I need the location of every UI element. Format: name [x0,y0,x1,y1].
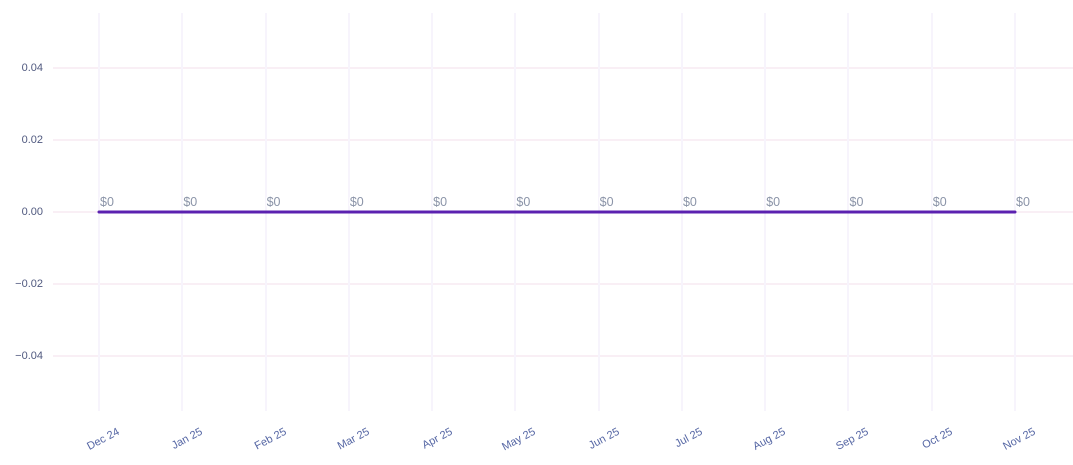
point-label: $0 [266,195,281,209]
x-tick-label: Jul 25 [672,425,705,451]
point-label: $0 [682,195,697,209]
y-tick-label: 0.04 [21,62,43,74]
x-tick-label: Apr 25 [420,425,455,452]
y-tick-label: 0.02 [21,134,43,146]
point-label: $0 [433,195,448,209]
v-gridline [98,13,100,411]
y-tick-label: −0.04 [15,350,43,362]
x-tick-label: Jun 25 [586,425,622,452]
x-tick-label: Jan 25 [170,425,205,452]
v-gridline [347,13,350,411]
h-gridline [53,211,1073,213]
point-label: $0 [516,195,531,209]
x-tick-label: Sep 25 [834,425,872,453]
point-label: $0 [932,195,947,209]
v-gridline [597,13,600,411]
point-label: $0 [849,195,864,209]
v-gridline [1014,13,1016,411]
x-tick-label: Feb 25 [252,425,289,453]
point-label: $0 [599,195,614,209]
point-label: $0 [183,195,198,209]
x-tick-label: Nov 25 [1001,425,1038,453]
point-label: $0 [766,195,781,209]
v-gridline [847,13,850,411]
x-tick-label: Oct 25 [920,425,955,452]
h-gridline [53,283,1073,285]
h-gridline [53,139,1073,141]
y-tick-label: −0.02 [15,278,43,290]
point-label: $0 [349,195,364,209]
y-tick-label: 0.00 [21,206,43,218]
point-label: $0 [1016,195,1030,209]
v-gridline [930,13,933,411]
point-label: $0 [100,195,114,209]
v-gridline [680,13,683,411]
v-gridline [181,13,184,411]
v-gridline [764,13,767,411]
v-gridline [264,13,267,411]
h-gridline [53,67,1073,69]
x-tick-label: Dec 24 [85,425,122,453]
x-tick-label: May 25 [500,425,538,454]
x-tick-label: Aug 25 [751,425,788,453]
v-gridline [431,13,434,411]
v-gridline [514,13,517,411]
h-gridline [53,355,1073,357]
x-tick-label: Mar 25 [335,425,372,453]
